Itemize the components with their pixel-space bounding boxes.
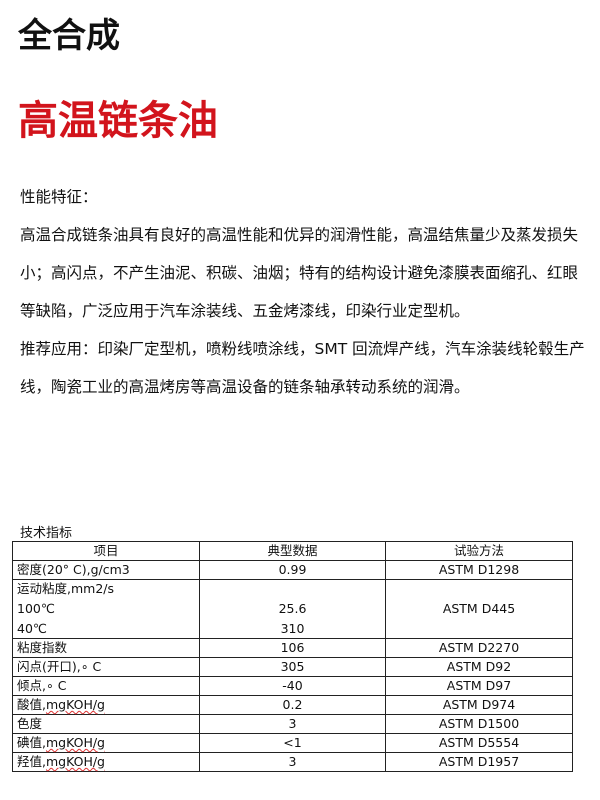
spec-table: 项目 典型数据 试验方法 密度(20° C),g/cm3 0.99 ASTM D12… [12,541,573,772]
item: 碘值,mgKOH/g [12,733,200,753]
item: 密度(20° C),g/cm3 [12,560,200,580]
method: ASTM D97 [385,676,573,696]
table-row: 酸值,mgKOH/g 0.2 ASTM D974 [12,695,573,715]
item-unit: mgKOH/g [45,697,105,712]
method: ASTM D445 [385,579,573,639]
item-unit: mgKOH/g [45,735,105,750]
method: ASTM D1957 [385,752,573,772]
item-unit: mgKOH/g [45,754,105,769]
method: ASTM D5554 [385,733,573,753]
header-value: 典型数据 [199,541,386,561]
method: ASTM D1500 [385,714,573,734]
table-row: 碘值,mgKOH/g <1 ASTM D5554 [12,733,573,753]
item-name: 羟值, [17,754,46,769]
value: 305 [199,657,386,677]
value: 106 [199,638,386,658]
item: 粘度指数 [12,638,200,658]
table-caption: 技术指标 [20,526,73,541]
value: 3 [199,752,386,772]
method: ASTM D92 [385,657,573,677]
value: 3 [199,714,386,734]
title-full-synthetic: 全合成 [18,16,120,56]
item: 倾点,∘ C [12,676,200,696]
item-sub: 100℃ [17,601,55,616]
value: 0.2 [199,695,386,715]
table-row: 密度(20° C),g/cm3 0.99 ASTM D1298 [12,560,573,580]
item-sub: 40℃ [17,621,47,636]
method: ASTM D2270 [385,638,573,658]
value: 0.99 [199,560,386,580]
item: 色度 [12,714,200,734]
item: 闪点(开口),∘ C [12,657,200,677]
item-name: 碘值, [17,735,46,750]
item: 运动粘度,mm2/s 100℃ 40℃ [12,579,200,639]
features-text: 高温合成链条油具有良好的高温性能和优异的润滑性能，高温结焦量少及蒸发损失小；高闪… [20,226,579,320]
application-text: 推荐应用：印染厂定型机，喷粉线喷涂线，SMT 回流焊产线，汽车涂装线轮毂生产线，… [20,340,585,396]
value: 25.6 310 [199,579,386,639]
item: 羟值,mgKOH/g [12,752,200,772]
value: <1 [199,733,386,753]
item-main: 运动粘度,mm2/s [17,581,115,596]
table-row: 闪点(开口),∘ C 305 ASTM D92 [12,657,573,677]
value-40c: 310 [280,621,305,636]
header-item: 项目 [12,541,200,561]
description: 性能特征： 高温合成链条油具有良好的高温性能和优异的润滑性能，高温结焦量少及蒸发… [20,178,585,406]
item-name: 酸值, [17,697,46,712]
method: ASTM D974 [385,695,573,715]
product-title: 高温链条油 [18,98,218,144]
header-method: 试验方法 [385,541,573,561]
table-row: 运动粘度,mm2/s 100℃ 40℃ 25.6 310 ASTM D445 [12,579,573,639]
table-row: 粘度指数 106 ASTM D2270 [12,638,573,658]
method: ASTM D1298 [385,560,573,580]
table-row: 色度 3 ASTM D1500 [12,714,573,734]
table-row: 羟值,mgKOH/g 3 ASTM D1957 [12,752,573,772]
table-header: 项目 典型数据 试验方法 [12,541,573,561]
item: 酸值,mgKOH/g [12,695,200,715]
table-row: 倾点,∘ C -40 ASTM D97 [12,676,573,696]
value-100c: 25.6 [278,601,307,616]
value: -40 [199,676,386,696]
features-label: 性能特征： [20,188,98,206]
